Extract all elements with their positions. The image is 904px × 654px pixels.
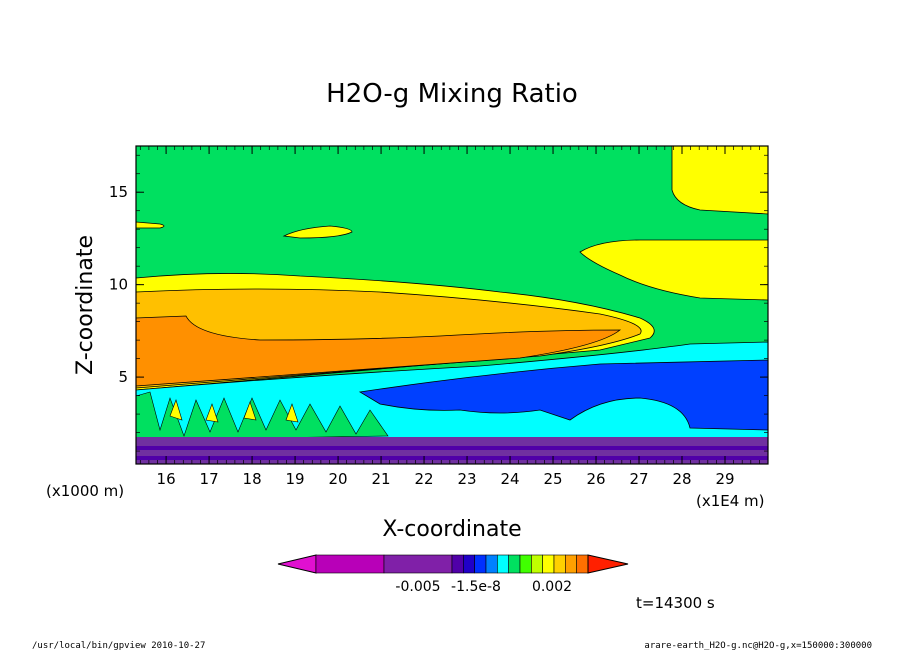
plot-area	[136, 146, 768, 464]
region-purple-stripe	[136, 446, 768, 450]
x-tick-label-5: 21	[372, 470, 391, 488]
y-axis-label: Z-coordinate	[73, 235, 98, 375]
x-unit-label: (x1E4 m)	[696, 492, 765, 510]
region-yellow-mid-right	[579, 239, 768, 301]
time-label: t=14300 s	[636, 594, 715, 612]
x-tick-label-9: 25	[543, 470, 562, 488]
x-tick-label-13: 29	[715, 470, 734, 488]
colorbar-label-0: -0.005	[395, 579, 440, 595]
x-axis: 16 17 18 19 20 21 22 23 24 25 26 27 28 29	[139, 146, 769, 488]
chart-title: H2O-g Mixing Ratio	[326, 79, 578, 109]
x-tick-label-4: 20	[329, 470, 348, 488]
colorbar-swatch-4	[474, 554, 487, 574]
colorbar-swatch-13	[576, 554, 589, 574]
colorbar-label-2: 0.002	[532, 579, 572, 595]
colorbar-swatch-7	[508, 554, 521, 574]
x-tick-label-2: 18	[243, 470, 262, 488]
region-yellow-blob	[282, 225, 353, 239]
colorbar-swatch-9	[531, 554, 543, 574]
y-axis: 5 10 15	[109, 154, 768, 452]
y-unit-label: (x1000 m)	[46, 482, 124, 500]
region-blue-layer	[358, 359, 768, 431]
colorbar-right-arrow	[587, 554, 629, 574]
x-tick-label-3: 19	[286, 470, 305, 488]
region-yellow-left-sliver	[136, 221, 165, 229]
x-tick-label-1: 17	[200, 470, 219, 488]
x-tick-label-8: 24	[500, 470, 519, 488]
x-tick-label-10: 26	[586, 470, 605, 488]
x-tick-label-6: 22	[415, 470, 434, 488]
colorbar-swatch-2	[451, 554, 464, 574]
y-tick-label-0: 5	[118, 368, 128, 386]
region-orange-core	[136, 315, 622, 387]
x-tick-label-12: 28	[672, 470, 691, 488]
colorbar-swatch-6	[497, 554, 509, 574]
plot-frame	[135, 145, 769, 465]
colorbar-swatch-3	[463, 554, 475, 574]
x-tick-label-7: 23	[458, 470, 477, 488]
colorbar-swatch-1	[383, 554, 453, 574]
colorbar-swatch-0	[315, 554, 385, 574]
region-yellow-spikes	[169, 399, 299, 423]
x-tick-label-11: 27	[629, 470, 648, 488]
colorbar: -0.005 -1.5e-8 0.002	[277, 554, 629, 595]
region-yellow-top-right	[671, 146, 768, 215]
x-tick-label-0: 16	[157, 470, 176, 488]
colorbar-left-arrow	[277, 554, 317, 574]
colorbar-swatch-5	[485, 554, 498, 574]
colorbar-swatch-12	[565, 554, 577, 574]
colorbar-swatch-10	[542, 554, 555, 574]
colorbar-label-1: -1.5e-8	[451, 579, 501, 595]
y-tick-label-1: 10	[109, 276, 128, 294]
x-axis-label: X-coordinate	[382, 517, 521, 542]
y-tick-label-2: 15	[109, 183, 128, 201]
region-purple-stripe-2	[136, 456, 768, 460]
footer-left: /usr/local/bin/gpview 2010-10-27	[32, 641, 206, 651]
colorbar-swatch-8	[519, 554, 532, 574]
colorbar-swatch-11	[553, 554, 566, 574]
footer-right: arare-earth_H2O-g.nc@H2O-g,x=150000:3000…	[644, 641, 872, 651]
